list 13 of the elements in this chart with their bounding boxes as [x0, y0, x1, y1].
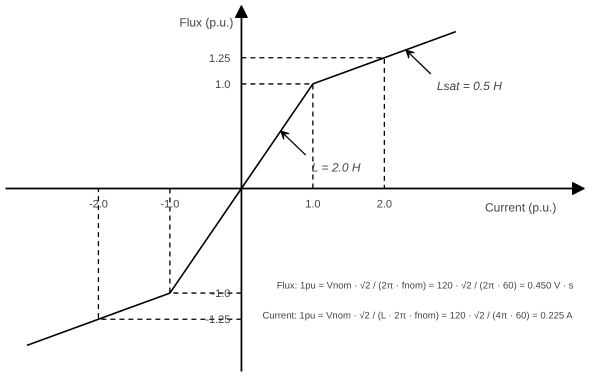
x-tick-label: -1.0 [160, 198, 180, 210]
y-tick-label: -1.0 [211, 288, 230, 300]
y-tick-label: 1.25 [208, 52, 230, 65]
x-tick-label: -2.0 [88, 198, 108, 210]
y-axis-title: Flux (p.u.) [179, 16, 234, 30]
annotation: Lsat = 0.5 H [436, 79, 502, 94]
annotation: Flux: 1pu = Vnom · √2 / (2π · fnom) = 120 · √2 / (2π · 60) = 0.450 V · s [276, 280, 574, 292]
annotation: L = 2.0 H [312, 160, 361, 174]
x-tick-label: 2.0 [376, 198, 392, 210]
annotation: Current: 1pu = Vnom · √2 / (L · 2π · fnom) = 120 · √2 / (4π · 60) = 0.225 A [262, 310, 574, 322]
x-tick-label: 1.0 [305, 198, 321, 210]
y-tick-label: 1.0 [215, 78, 230, 91]
x-axis-title: Current (p.u.) [485, 200, 556, 214]
